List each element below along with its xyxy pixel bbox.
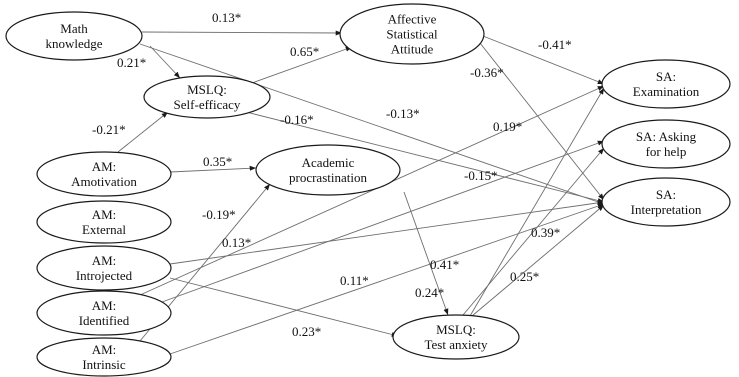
node-label-line: AM: bbox=[92, 342, 117, 357]
coefficient-label-am_ident-to-sa_help: -0.15* bbox=[464, 168, 498, 183]
node-label-line: External bbox=[82, 222, 126, 237]
node-ellipse bbox=[36, 245, 172, 291]
node-label-line: MSLQ: bbox=[436, 322, 476, 337]
node-label-line: Introjected bbox=[76, 268, 133, 283]
coefficient-label-mslq_ta-to-sa_help: 0.25* bbox=[510, 269, 539, 284]
node-label-line: Affective bbox=[388, 12, 437, 27]
node-label-line: Self-efficacy bbox=[174, 97, 241, 112]
node-sa-interp: SA:Interpretation bbox=[601, 177, 731, 227]
node-ellipse bbox=[601, 177, 731, 227]
node-am-amot: AM:Amotivation bbox=[36, 151, 172, 197]
coefficient-label-am_amot-to-mslq_se: -0.21* bbox=[92, 122, 126, 137]
node-label-line: SA: bbox=[656, 187, 676, 202]
path-arrow-am_intro-to-mslq_ta bbox=[169, 277, 399, 337]
node-label-line: SA: Asking bbox=[636, 129, 697, 144]
node-am-ext: AM:External bbox=[36, 200, 172, 244]
node-label-line: Amotivation bbox=[71, 174, 137, 189]
node-label-line: SA: bbox=[656, 69, 676, 84]
node-ellipse bbox=[392, 314, 520, 360]
path-arrow-am_intro-to-sa_interp bbox=[169, 200, 605, 265]
node-am-intro: AM:Introjected bbox=[36, 245, 172, 291]
node-am-ident: AM:Identified bbox=[36, 290, 172, 336]
node-mslq-se: MSLQ:Self-efficacy bbox=[143, 75, 271, 119]
coefficient-label-am_amot-to-acad_proc: 0.35* bbox=[203, 154, 232, 169]
coefficient-label-mslq_se-to-afs: 0.65* bbox=[290, 44, 319, 59]
path-arrow-math-to-afs bbox=[141, 30, 343, 36]
node-label-line: Attitude bbox=[391, 42, 434, 57]
node-ellipse bbox=[36, 200, 172, 244]
node-ellipse bbox=[339, 3, 485, 65]
coefficient-label-mslq_ta-to-sa_interp: 0.39* bbox=[531, 225, 560, 240]
node-ellipse bbox=[601, 119, 731, 169]
coefficient-label-mslq_ta-to-sa_exam: 0.41* bbox=[430, 257, 459, 272]
path-arrow-am_ident-to-sa_exam bbox=[139, 85, 605, 296]
coefficient-label-am_intro-to-mslq_ta: 0.23* bbox=[292, 324, 321, 339]
path-arrow-am_amot-to-acad_proc bbox=[169, 165, 257, 173]
coefficient-label-am_intro-to-sa_interp: 0.13* bbox=[222, 235, 251, 250]
coefficient-label-am_intr-to-sa_interp: 0.11* bbox=[340, 273, 369, 288]
node-label-line: AM: bbox=[92, 298, 117, 313]
node-ellipse bbox=[36, 151, 172, 197]
node-label-line: Examination bbox=[633, 84, 700, 99]
path-arrow-math-to-mslq_se bbox=[149, 45, 181, 79]
node-label-line: Academic bbox=[302, 155, 355, 170]
node-label-line: procrastination bbox=[289, 170, 367, 185]
coefficient-label-afs-to-sa_exam: -0.41* bbox=[538, 37, 572, 52]
path-arrow-mslq_ta-to-sa_interp bbox=[471, 204, 605, 317]
node-label-line: MSLQ: bbox=[187, 82, 227, 97]
node-ellipse bbox=[36, 337, 172, 377]
node-ellipse bbox=[601, 59, 731, 109]
labels-layer: 0.13* 0.21* 0.65* -0.41* -0.36* -0.16* -0.13* -… bbox=[92, 10, 572, 339]
coefficient-label-acad_proc-to-mslq_ta: 0.24* bbox=[415, 285, 444, 300]
node-ellipse bbox=[255, 144, 401, 196]
node-am-intr: AM:Intrinsic bbox=[36, 337, 172, 377]
node-label-line: Statistical bbox=[386, 27, 438, 42]
node-ellipse bbox=[5, 11, 143, 61]
path-arrow-am_intr-to-sa_interp bbox=[169, 203, 605, 355]
node-label-line: Intrinsic bbox=[82, 357, 126, 372]
node-label-line: AM: bbox=[92, 207, 117, 222]
path-arrow-afs-to-sa_exam bbox=[482, 35, 605, 85]
node-sa-exam: SA:Examination bbox=[601, 59, 731, 109]
node-ellipse bbox=[143, 75, 271, 119]
coefficient-label-afs-to-sa_interp: -0.36* bbox=[470, 65, 504, 80]
node-label-line: knowledge bbox=[45, 36, 102, 51]
node-label-line: AM: bbox=[92, 253, 117, 268]
path-arrow-mslq_ta-to-sa_exam bbox=[469, 87, 605, 317]
path-arrow-math-to-sa_interp bbox=[139, 43, 605, 205]
path-arrow-afs-to-sa_interp bbox=[479, 42, 605, 201]
node-mslq-ta: MSLQ:Test anxiety bbox=[392, 314, 520, 360]
path-arrow-mslq_ta-to-sa_help bbox=[462, 147, 605, 316]
path-arrow-am_amot-to-mslq_se bbox=[117, 111, 169, 153]
path-arrow-mslq_se-to-afs bbox=[251, 46, 353, 84]
node-ellipse bbox=[36, 290, 172, 336]
coefficient-label-mslq_se-to-sa_interp: -0.16* bbox=[280, 112, 314, 127]
coefficient-label-math-to-mslq_se: 0.21* bbox=[117, 55, 146, 70]
node-label-line: Test anxiety bbox=[425, 337, 488, 352]
node-label-line: AM: bbox=[92, 159, 117, 174]
path-arrow-acad_proc-to-mslq_ta bbox=[403, 191, 449, 316]
path-arrow-am_ident-to-sa_help bbox=[161, 140, 605, 303]
node-label-line: Interpretation bbox=[631, 202, 702, 217]
node-label-line: Identified bbox=[79, 313, 130, 328]
coefficient-label-am_intr-to-acad_proc: -0.19* bbox=[202, 207, 236, 222]
coefficient-label-math-to-sa_interp: -0.13* bbox=[386, 106, 420, 121]
node-label-line: Math bbox=[60, 21, 88, 36]
coefficient-label-am_ident-to-sa_exam: 0.19* bbox=[493, 119, 522, 134]
node-label-line: for help bbox=[646, 144, 687, 159]
coefficient-label-math-to-afs: 0.13* bbox=[212, 10, 241, 25]
path-arrow-mslq_se-to-sa_interp bbox=[245, 111, 605, 203]
